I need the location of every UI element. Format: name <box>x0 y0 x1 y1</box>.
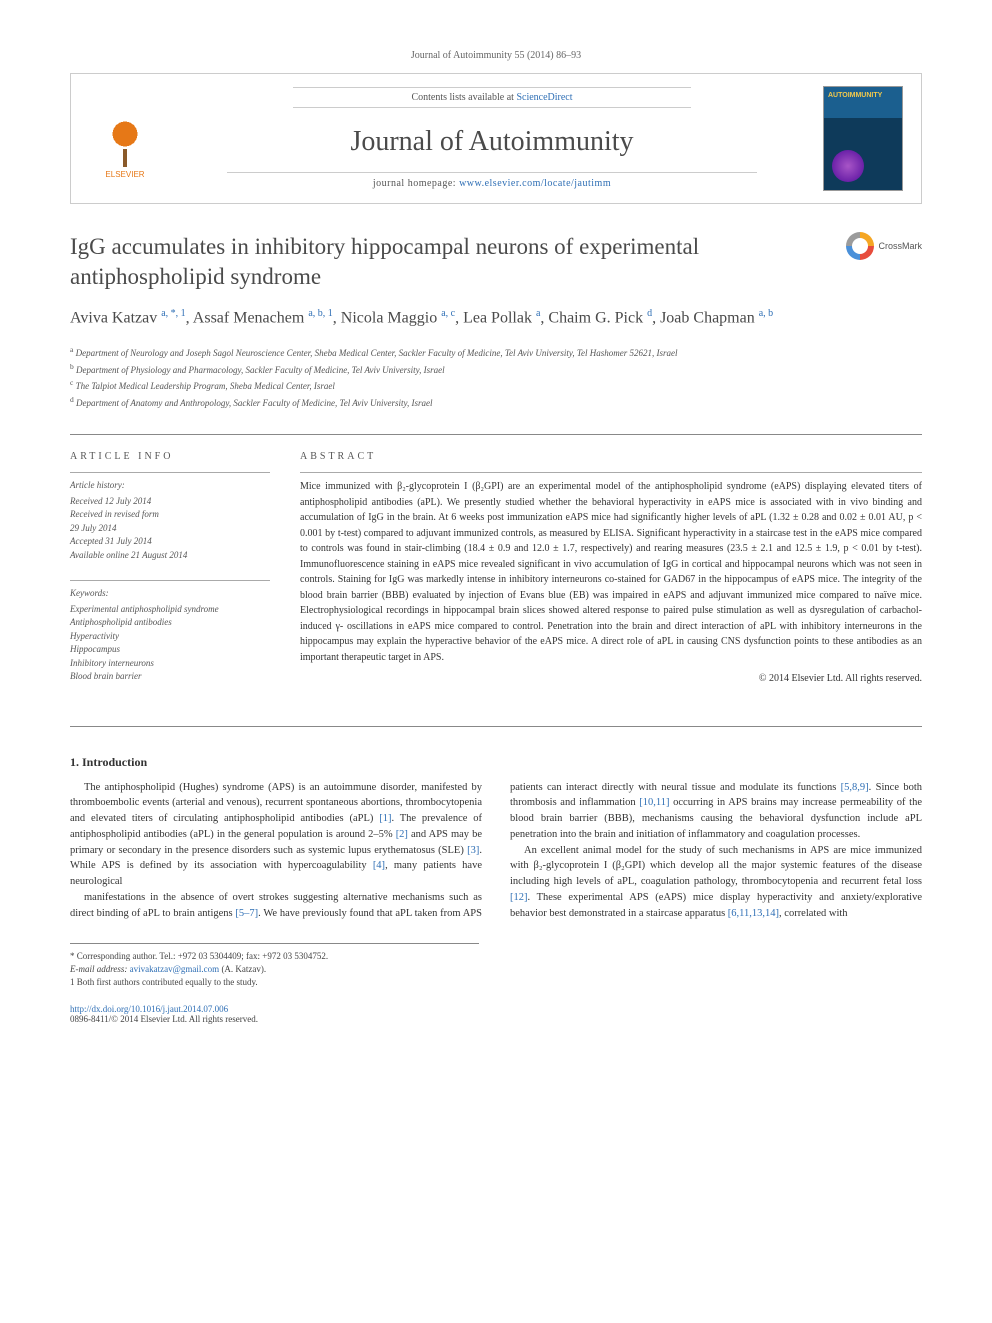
journal-header-box: ELSEVIER Contents lists available at Sci… <box>70 73 922 204</box>
abstract-divider <box>300 472 922 473</box>
intro-heading: 1. Introduction <box>70 755 922 770</box>
article-history: Article history: Received 12 July 2014Re… <box>70 479 270 562</box>
crossmark-icon <box>846 232 874 260</box>
crossmark-label: CrossMark <box>878 241 922 251</box>
corresponding-email-link[interactable]: avivakatzav@gmail.com <box>130 964 220 974</box>
section-divider <box>70 434 922 435</box>
article-info-heading: ARTICLE INFO <box>70 451 270 462</box>
citation-line: Journal of Autoimmunity 55 (2014) 86–93 <box>70 50 922 61</box>
email-suffix: (A. Katzav). <box>221 964 266 974</box>
elsevier-tree-icon <box>100 112 150 167</box>
info-divider <box>70 472 270 473</box>
homepage-prefix: journal homepage: <box>373 178 459 189</box>
sciencedirect-link[interactable]: ScienceDirect <box>516 92 572 103</box>
contents-list-line: Contents lists available at ScienceDirec… <box>293 87 690 108</box>
article-title: IgG accumulates in inhibitory hippocampa… <box>70 232 834 292</box>
journal-name: Journal of Autoimmunity <box>161 126 823 158</box>
history-label: Article history: <box>70 479 270 493</box>
abstract-heading: ABSTRACT <box>300 451 922 462</box>
author-list: Aviva Katzav a, *, 1, Assaf Menachem a, … <box>70 306 922 330</box>
intro-paragraph: The antiphospholipid (Hughes) syndrome (… <box>70 780 482 890</box>
email-line: E-mail address: avivakatzav@gmail.com (A… <box>70 963 479 976</box>
info-divider <box>70 580 270 581</box>
article-info-sidebar: ARTICLE INFO Article history: Received 1… <box>70 451 270 702</box>
body-text: The antiphospholipid (Hughes) syndrome (… <box>70 780 922 922</box>
abstract-section: ABSTRACT Mice immunized with β₂-glycopro… <box>300 451 922 702</box>
abstract-text: Mice immunized with β₂-glycoprotein I (β… <box>300 479 922 665</box>
section-divider <box>70 726 922 727</box>
email-label: E-mail address: <box>70 964 130 974</box>
contents-prefix: Contents lists available at <box>411 92 516 103</box>
homepage-line: journal homepage: www.elsevier.com/locat… <box>227 172 757 189</box>
publisher-name: ELSEVIER <box>105 170 144 179</box>
journal-cover-thumbnail <box>823 86 903 191</box>
page-footer: http://dx.doi.org/10.1016/j.jaut.2014.07… <box>70 1004 922 1024</box>
footnotes: * Corresponding author. Tel.: +972 03 53… <box>70 943 479 988</box>
corresponding-author: * Corresponding author. Tel.: +972 03 53… <box>70 950 479 963</box>
issn-copyright: 0896-8411/© 2014 Elsevier Ltd. All right… <box>70 1014 258 1024</box>
elsevier-logo: ELSEVIER <box>89 99 161 179</box>
intro-paragraph: An excellent animal model for the study … <box>510 843 922 922</box>
keywords-label: Keywords: <box>70 587 270 601</box>
keywords-block: Keywords: Experimental antiphospholipid … <box>70 587 270 684</box>
abstract-copyright: © 2014 Elsevier Ltd. All rights reserved… <box>300 673 922 684</box>
affiliations: a Department of Neurology and Joseph Sag… <box>70 344 922 410</box>
homepage-link[interactable]: www.elsevier.com/locate/jautimm <box>459 178 611 189</box>
doi-link[interactable]: http://dx.doi.org/10.1016/j.jaut.2014.07… <box>70 1004 228 1014</box>
crossmark-badge[interactable]: CrossMark <box>846 232 922 260</box>
equal-contribution-note: 1 Both first authors contributed equally… <box>70 976 479 989</box>
